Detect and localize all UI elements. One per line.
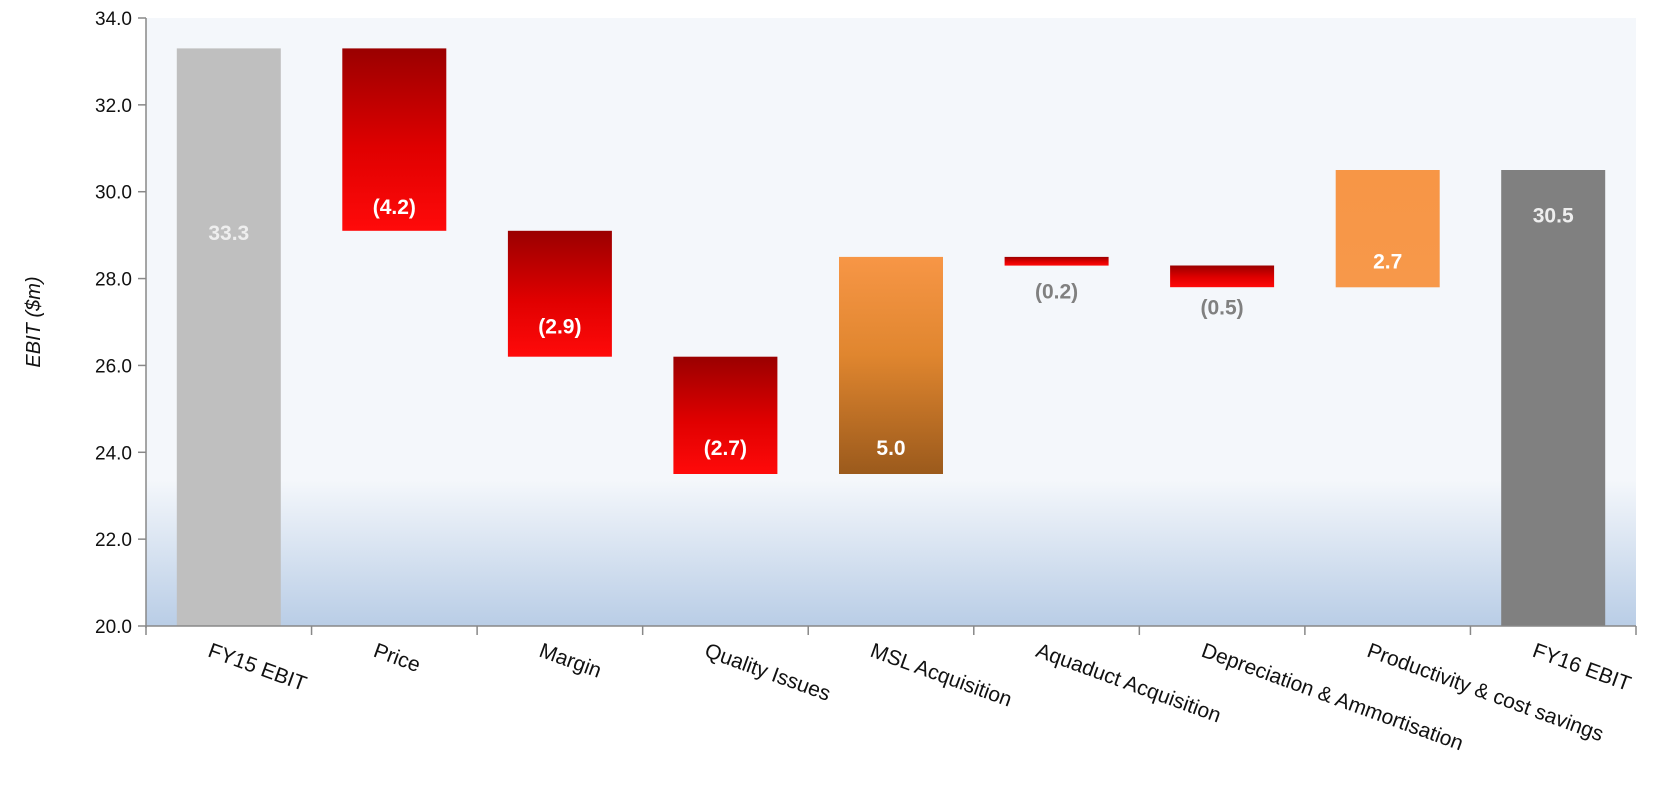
y-axis-title: EBIT ($m)	[23, 276, 45, 367]
y-tick-label-4: 28.0	[95, 270, 132, 291]
bar-7	[1335, 170, 1440, 288]
bar-4	[839, 256, 943, 474]
y-tick-label-3: 26.0	[95, 356, 132, 377]
category-label-8: FY16 EBIT	[1529, 639, 1634, 696]
data-label-1: (4.2)	[373, 196, 416, 219]
category-label-3: Quality Issues	[702, 639, 834, 706]
bar-6	[1170, 265, 1275, 288]
category-label-4: MSL Acquisition	[867, 639, 1015, 711]
data-label-5: (0.2)	[1035, 281, 1078, 304]
category-label-5: Aquaduct Acquisition	[1033, 639, 1224, 727]
bar-1	[342, 48, 447, 231]
y-tick-label-1: 22.0	[95, 530, 132, 551]
bar-3	[673, 356, 778, 474]
bars-group	[176, 48, 1606, 626]
category-label-2: Margin	[536, 639, 604, 683]
data-label-8: 30.5	[1533, 205, 1574, 228]
y-tick-label-2: 24.0	[95, 443, 132, 464]
category-label-0: FY15 EBIT	[205, 639, 310, 696]
data-label-0: 33.3	[208, 222, 249, 245]
y-tick-label-7: 34.0	[95, 9, 132, 30]
category-label-6: Depreciation & Ammortisation	[1198, 639, 1466, 755]
bar-8	[1501, 170, 1606, 626]
bar-2	[507, 230, 612, 357]
y-tick-label-0: 20.0	[95, 617, 132, 638]
data-label-3: (2.7)	[704, 437, 747, 460]
data-label-2: (2.9)	[538, 316, 581, 339]
data-label-6: (0.5)	[1201, 296, 1244, 319]
data-label-4: 5.0	[876, 437, 905, 460]
axes-group: 20.0 22.0 24.0 26.0 28.0 30.0 32.0 34.0	[95, 9, 1637, 638]
category-label-1: Price	[371, 639, 424, 677]
bar-5	[1004, 256, 1109, 266]
data-label-7: 2.7	[1373, 250, 1402, 273]
bar-0	[176, 48, 281, 626]
y-tick-label-6: 32.0	[95, 96, 132, 117]
y-tick-label-5: 30.0	[95, 183, 132, 204]
